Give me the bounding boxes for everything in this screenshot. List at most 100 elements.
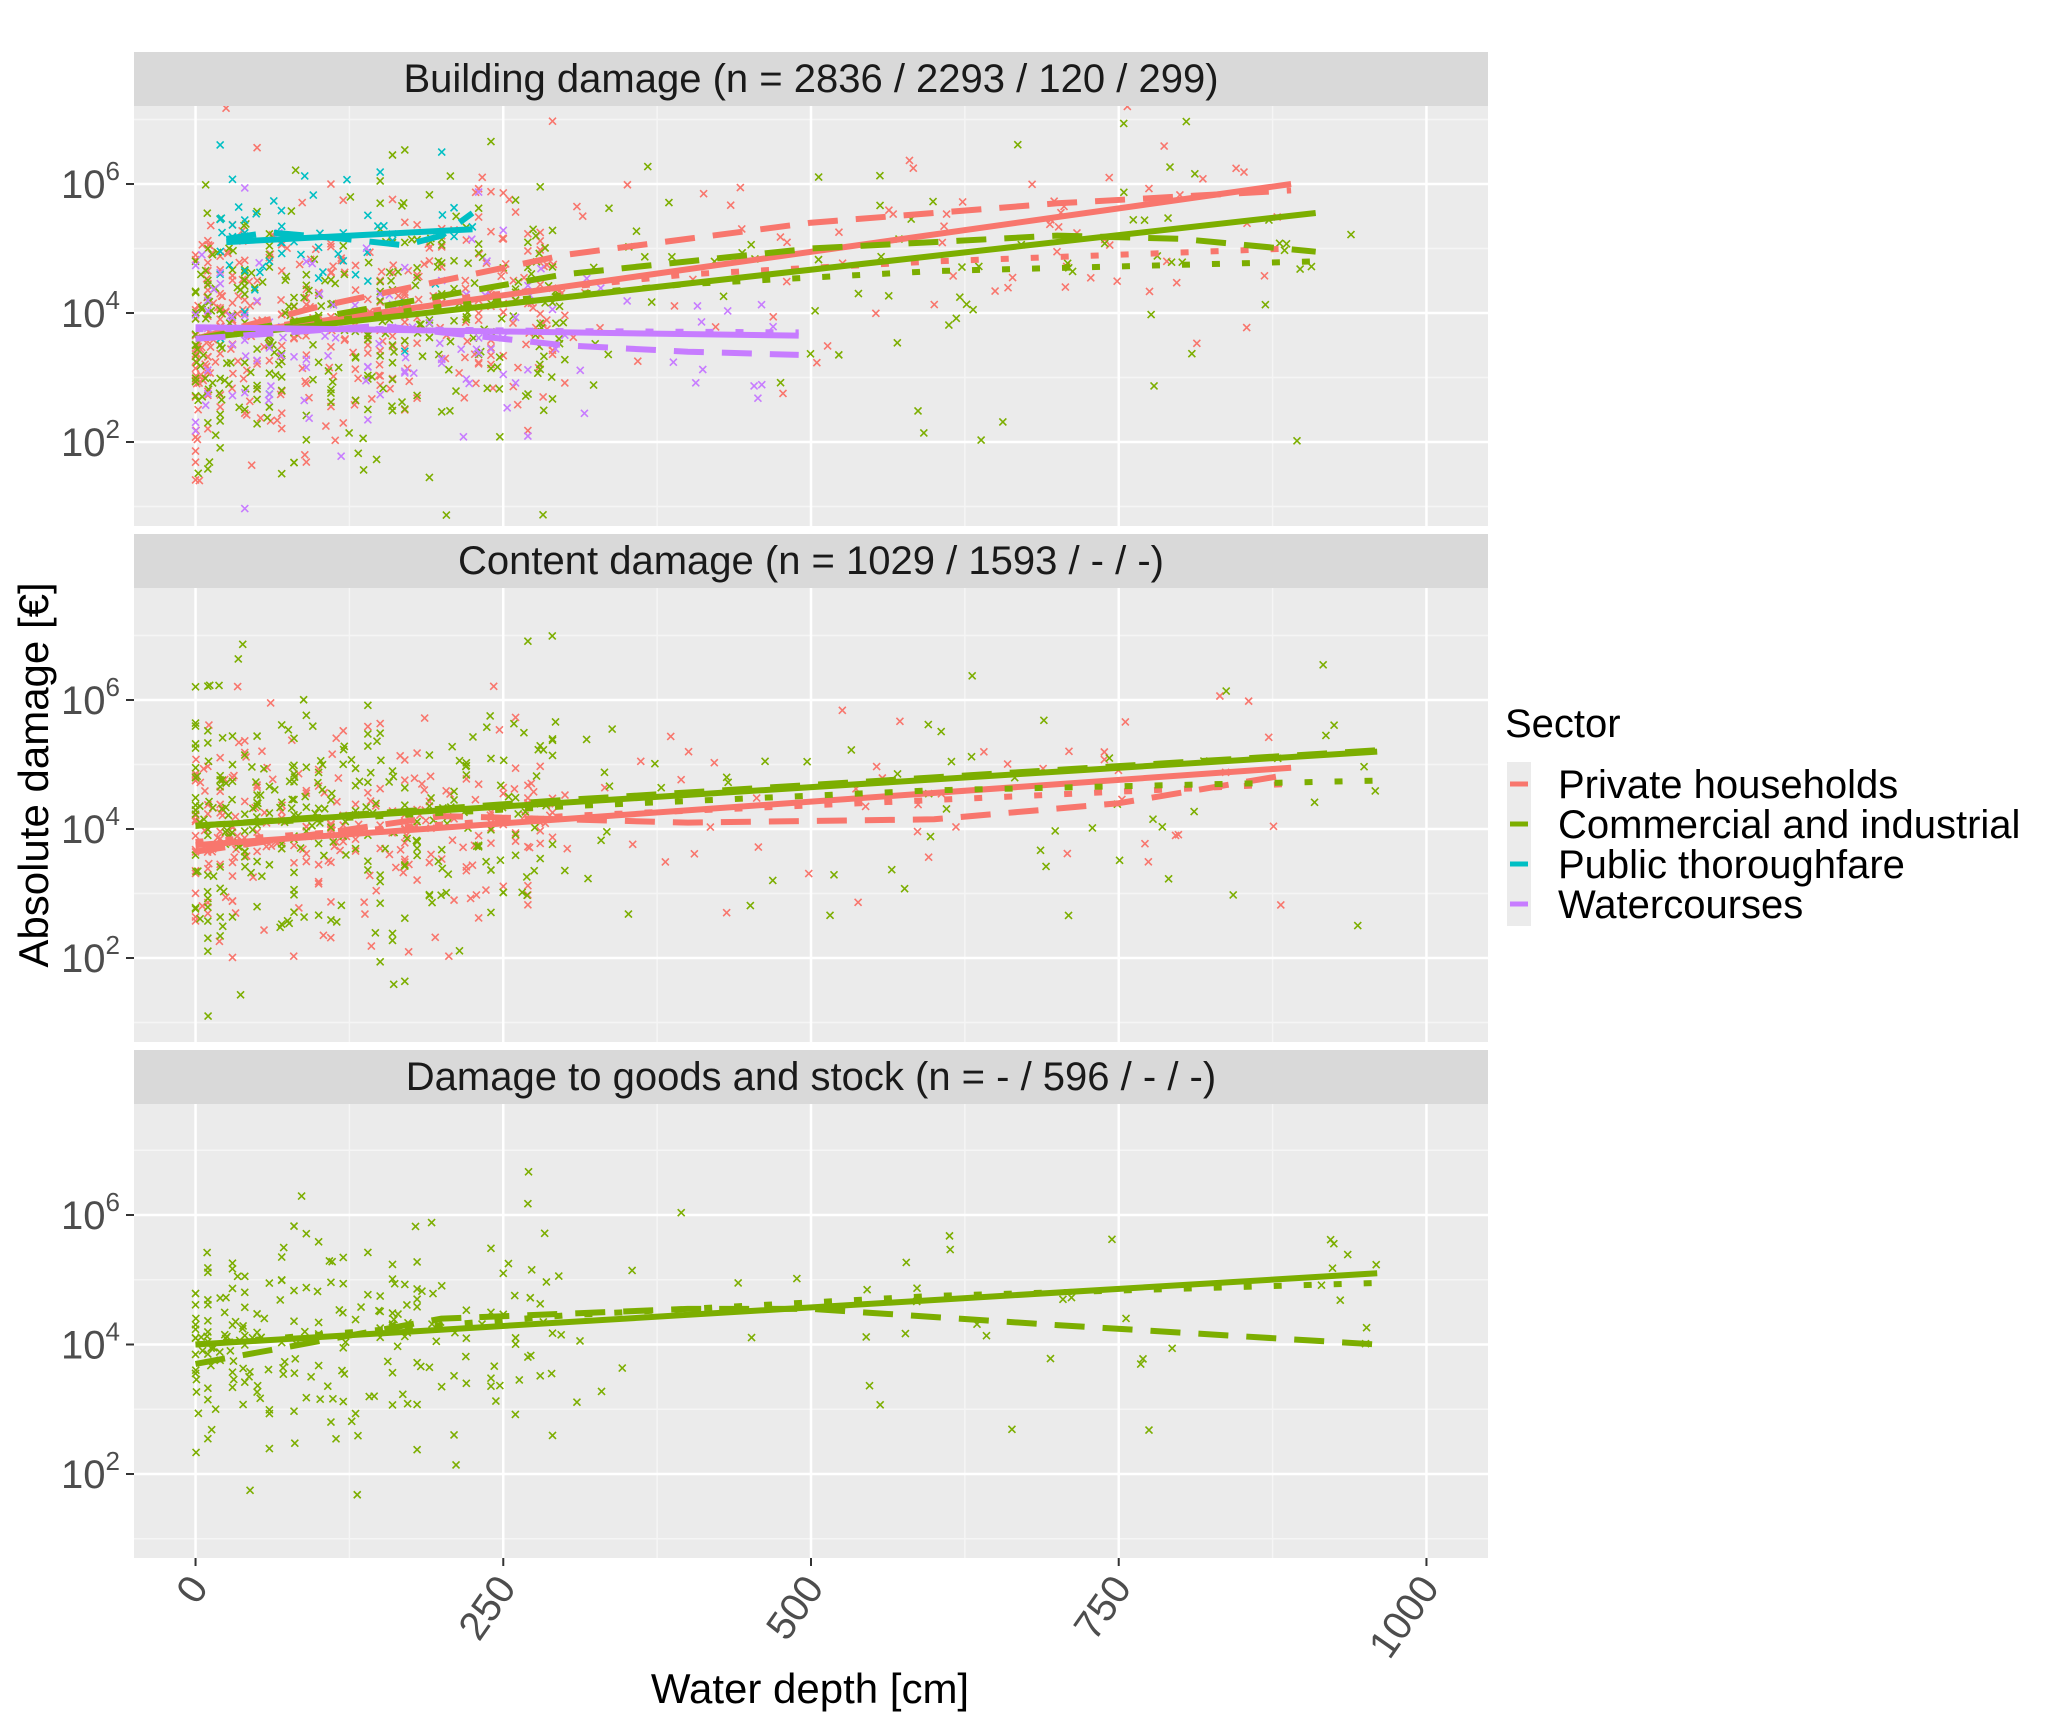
data-point xyxy=(722,908,731,917)
regression-line-dashed xyxy=(225,210,475,249)
data-point xyxy=(523,881,532,890)
scatter-points xyxy=(191,1167,1381,1499)
data-point xyxy=(203,464,212,474)
data-point xyxy=(216,800,225,809)
data-point xyxy=(191,889,200,898)
data-point xyxy=(474,841,483,850)
y-tick-label: 106 xyxy=(61,156,120,207)
data-point xyxy=(203,903,212,912)
data-point xyxy=(208,250,217,259)
data-point xyxy=(389,980,398,989)
data-point xyxy=(1119,119,1128,128)
data-point xyxy=(277,349,286,358)
data-point xyxy=(444,952,453,961)
data-point xyxy=(339,418,348,427)
data-point xyxy=(235,403,244,412)
data-point xyxy=(203,424,212,433)
data-point xyxy=(351,270,360,279)
data-point xyxy=(691,378,700,387)
data-point xyxy=(191,904,200,913)
data-point xyxy=(193,345,202,354)
data-point xyxy=(1138,1354,1148,1363)
data-point xyxy=(459,432,468,441)
data-point xyxy=(240,1378,249,1387)
data-point xyxy=(226,1346,235,1355)
data-point xyxy=(495,432,504,441)
data-point xyxy=(313,778,322,787)
data-point xyxy=(425,256,434,266)
data-point xyxy=(486,825,496,834)
facet-strip xyxy=(134,1050,1488,1104)
data-point xyxy=(302,1393,311,1402)
data-point xyxy=(218,922,227,931)
data-point xyxy=(229,1375,238,1384)
data-point xyxy=(633,357,642,366)
data-point xyxy=(438,210,447,219)
data-point xyxy=(388,929,397,938)
data-point xyxy=(289,302,299,311)
data-point xyxy=(549,260,558,269)
data-point xyxy=(191,261,200,270)
data-point xyxy=(472,345,481,354)
data-point xyxy=(277,720,286,729)
data-point xyxy=(191,1300,200,1309)
data-point xyxy=(387,276,396,285)
data-point xyxy=(486,343,496,352)
data-point xyxy=(462,770,471,780)
data-point xyxy=(216,305,225,314)
data-point xyxy=(750,381,759,391)
data-point xyxy=(548,226,557,235)
data-point xyxy=(413,391,422,400)
data-point xyxy=(224,811,233,820)
data-point xyxy=(374,371,384,380)
data-point xyxy=(1222,686,1231,696)
data-point xyxy=(277,844,286,853)
data-point xyxy=(240,748,249,757)
data-point xyxy=(509,382,518,391)
data-point xyxy=(195,914,205,923)
data-point xyxy=(309,191,318,200)
data-point xyxy=(425,858,434,867)
data-point xyxy=(198,240,207,249)
data-point xyxy=(754,843,763,852)
data-point xyxy=(536,826,545,835)
data-point xyxy=(523,637,532,646)
data-point xyxy=(228,828,237,837)
data-point xyxy=(240,281,249,291)
regression-line-dashed xyxy=(194,187,1292,342)
data-point xyxy=(289,458,299,467)
data-point xyxy=(191,763,200,772)
data-point xyxy=(191,722,200,731)
data-point xyxy=(693,301,702,311)
data-point xyxy=(1319,660,1328,669)
data-point xyxy=(1063,849,1072,858)
data-point xyxy=(523,365,532,374)
data-point xyxy=(724,778,733,787)
data-point xyxy=(449,316,459,325)
data-point xyxy=(736,183,745,192)
data-point xyxy=(228,871,237,881)
data-point xyxy=(782,277,791,286)
data-point xyxy=(277,341,286,350)
data-point xyxy=(249,873,258,882)
data-point xyxy=(216,140,225,150)
data-point xyxy=(1028,180,1037,189)
data-point xyxy=(486,351,496,360)
data-point xyxy=(401,353,410,362)
data-point xyxy=(203,418,212,427)
data-point xyxy=(576,366,585,375)
x-tick-label: 1000 xyxy=(1361,1568,1448,1666)
data-point xyxy=(548,262,557,271)
data-point xyxy=(861,802,870,811)
data-point xyxy=(215,389,224,398)
data-point xyxy=(400,1280,409,1289)
data-point xyxy=(314,860,323,869)
data-point xyxy=(540,1229,549,1238)
data-point xyxy=(814,255,823,264)
data-point xyxy=(228,1259,237,1268)
data-point xyxy=(1190,807,1199,816)
data-point xyxy=(277,920,286,929)
data-point xyxy=(1346,230,1356,239)
data-point xyxy=(203,266,212,275)
data-point xyxy=(253,419,262,428)
